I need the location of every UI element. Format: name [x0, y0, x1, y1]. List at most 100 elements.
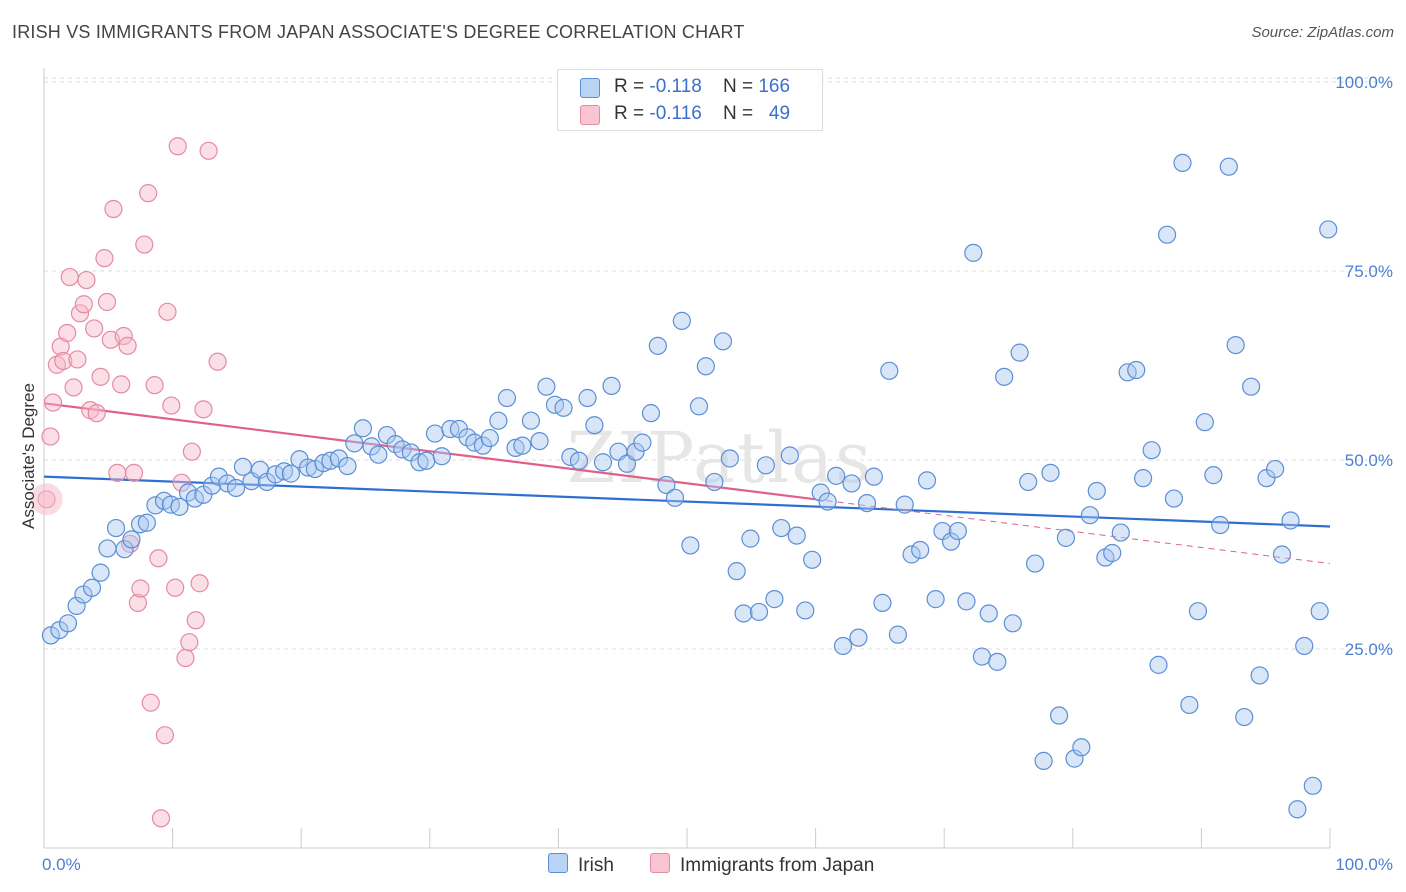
irish-point [1226, 335, 1245, 355]
irish-point [480, 428, 499, 448]
irish-point [842, 474, 861, 493]
irish-point [1288, 800, 1307, 819]
japan-point [91, 367, 110, 386]
japan-point [74, 295, 93, 314]
irish-point [233, 457, 252, 476]
irish-point [1127, 360, 1146, 380]
irish-point [218, 474, 237, 493]
irish-point [1250, 666, 1269, 685]
irish-point [602, 376, 621, 396]
japan-point [131, 579, 150, 598]
series-legend: Irish Immigrants from Japan [0, 853, 1406, 877]
japan-point [208, 352, 227, 371]
irish-point [67, 596, 86, 616]
irish-point [1219, 157, 1238, 176]
irish-point [41, 626, 60, 645]
irish-point [972, 647, 991, 666]
irish-point [902, 545, 921, 564]
irish-point [122, 530, 141, 549]
irish-point [537, 377, 556, 396]
japan-point [87, 404, 106, 423]
irish-point [281, 464, 301, 483]
irish-point [720, 449, 739, 468]
japan-point [128, 593, 147, 612]
japan-point-large [30, 483, 63, 516]
irish-point [497, 388, 517, 408]
irish-point [657, 475, 676, 495]
irish-point [338, 456, 357, 476]
irish-point [530, 432, 549, 451]
y-tick-label: 100.0% [1335, 73, 1393, 92]
irish-point [137, 513, 156, 532]
irish-point [1142, 441, 1161, 460]
irish-point [1180, 695, 1199, 715]
irish-point [672, 311, 691, 330]
irish-point [756, 456, 775, 475]
japan-point [149, 549, 168, 568]
irish-point [1010, 343, 1029, 362]
irish-point [1188, 602, 1208, 621]
chart-title: IRISH VS IMMIGRANTS FROM JAPAN ASSOCIATE… [12, 22, 745, 42]
irish-point [473, 436, 493, 455]
legend-item-japan: Immigrants from Japan [650, 853, 874, 877]
japan-point [186, 611, 205, 630]
irish-point [554, 398, 573, 417]
irish-point [641, 404, 661, 423]
irish-point [130, 515, 150, 534]
irish-point [185, 489, 204, 508]
irish-point [1303, 776, 1322, 795]
irish-point [849, 628, 868, 647]
y-tick-label: 25.0% [1345, 640, 1393, 659]
irish-point [1025, 554, 1045, 573]
japan-point [139, 184, 158, 203]
japan-trend-extension [815, 498, 1331, 565]
japan-point [194, 400, 213, 419]
irish-point [1003, 614, 1022, 633]
japan-point [162, 396, 181, 415]
irish-point [948, 521, 967, 541]
irish-point [648, 336, 667, 355]
japan-point [190, 574, 209, 593]
irish-point [787, 526, 806, 545]
irish-point [58, 614, 78, 633]
japan-point [151, 809, 171, 828]
irish-point [513, 436, 532, 455]
watermark: ZIPatlas [567, 417, 873, 499]
irish-point [593, 453, 613, 472]
irish-point [734, 604, 753, 623]
irish-point [689, 397, 709, 416]
irish-point [1056, 528, 1076, 547]
japan-point [145, 376, 164, 395]
japan-point [182, 442, 201, 461]
irish-point [895, 495, 914, 514]
n-label: N = [722, 76, 759, 97]
japan-point [180, 633, 199, 652]
irish-point [585, 416, 604, 435]
irish-point [741, 529, 760, 548]
irish-point [417, 451, 436, 470]
r-value: -0.116 [649, 103, 702, 124]
irish-point [1041, 463, 1060, 482]
irish-point [888, 625, 907, 644]
irish-point [827, 466, 846, 485]
r-value: -0.118 [649, 76, 702, 97]
irish-point [1103, 543, 1122, 563]
irish-point [1295, 636, 1314, 656]
japan-point [176, 648, 195, 668]
irish-point [410, 453, 429, 472]
y-tick-label: 75.0% [1345, 262, 1393, 281]
irish-point [818, 492, 837, 511]
legend-label-japan: Immigrants from Japan [680, 855, 875, 876]
irish-point [941, 532, 961, 551]
irish-point [1211, 515, 1230, 535]
series-irish-points [41, 153, 1338, 819]
japan-legend-swatch [650, 853, 670, 873]
japan-point [58, 323, 77, 343]
irish-point [995, 367, 1014, 386]
x-tick-label: 0.0% [42, 855, 81, 874]
irish-point [964, 243, 983, 262]
irish-point [772, 518, 791, 538]
irish-point [1281, 511, 1300, 530]
irish-point [274, 462, 294, 481]
